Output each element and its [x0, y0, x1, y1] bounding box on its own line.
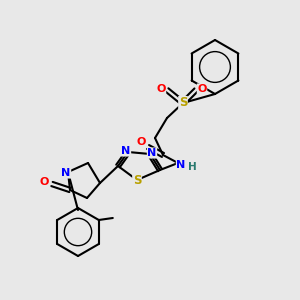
- Text: O: O: [39, 177, 49, 187]
- Text: N: N: [147, 148, 157, 158]
- Text: O: O: [197, 84, 207, 94]
- Text: S: S: [133, 173, 141, 187]
- Text: N: N: [61, 168, 70, 178]
- Text: O: O: [156, 84, 166, 94]
- Text: N: N: [122, 146, 130, 156]
- Text: N: N: [176, 160, 186, 170]
- Text: O: O: [136, 137, 146, 147]
- Text: H: H: [188, 162, 196, 172]
- Text: S: S: [179, 97, 187, 110]
